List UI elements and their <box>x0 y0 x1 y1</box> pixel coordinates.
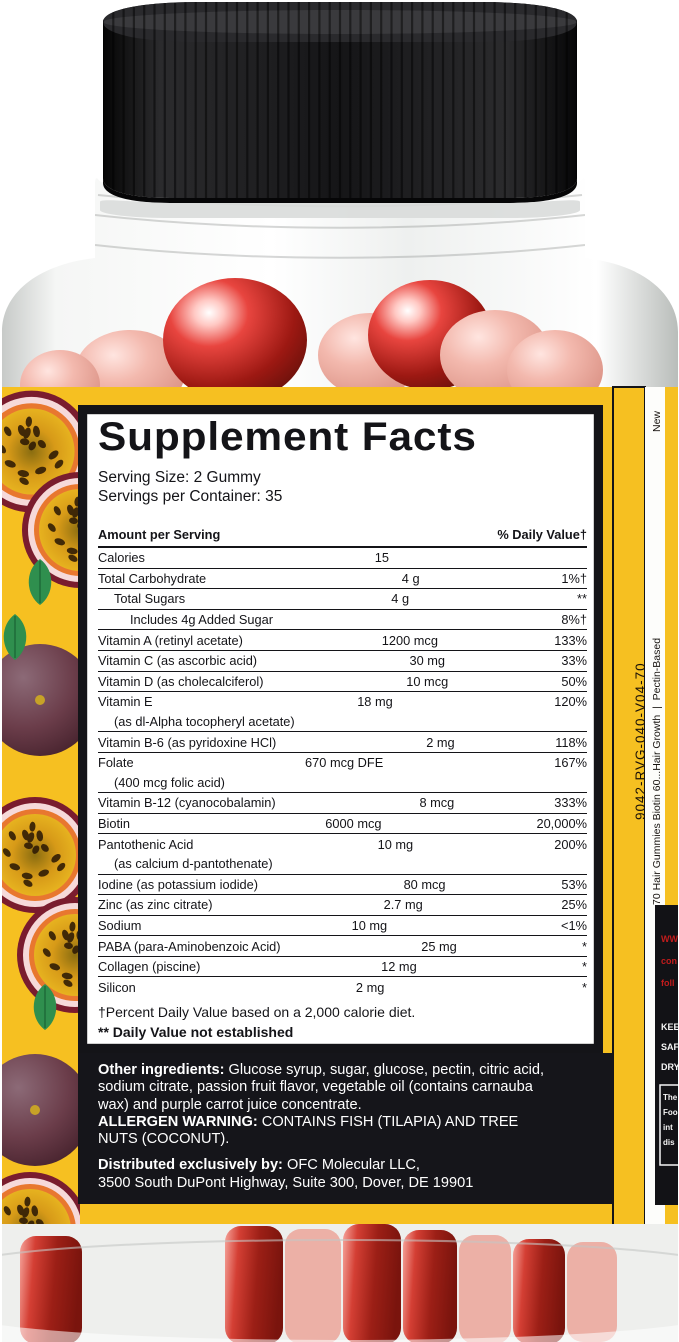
svg-text:con: con <box>661 956 677 966</box>
svg-text:int: int <box>663 1123 673 1132</box>
svg-text:DRY: DRY <box>661 1062 679 1072</box>
svg-text:KEEP: KEEP <box>661 1022 679 1032</box>
svg-text:dis: dis <box>663 1138 675 1147</box>
svg-text:Foo: Foo <box>663 1108 678 1117</box>
svg-text:SAFE: SAFE <box>661 1042 679 1052</box>
svg-text:The: The <box>663 1093 678 1102</box>
svg-text:WW: WW <box>661 934 678 944</box>
svg-text:foll: foll <box>661 978 675 988</box>
